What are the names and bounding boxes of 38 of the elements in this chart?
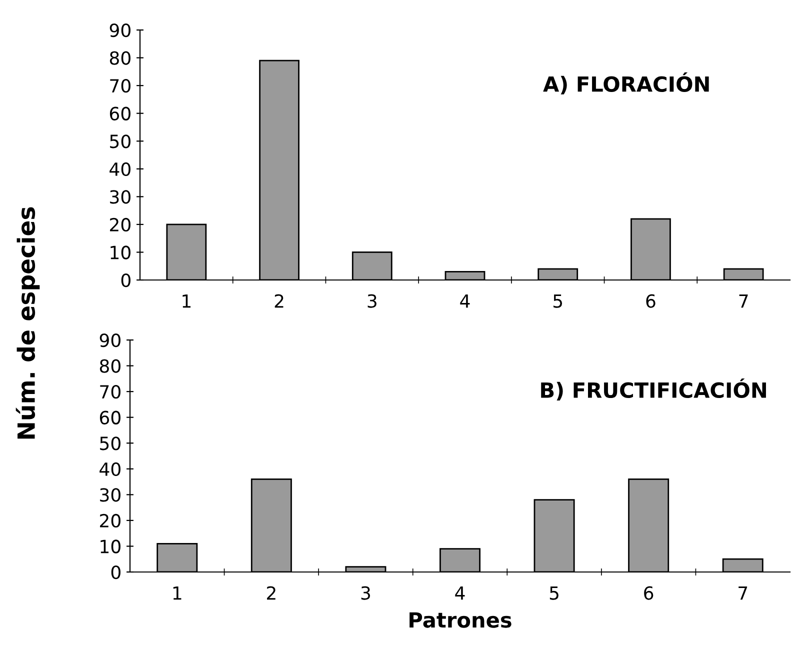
y-tick-label: 20	[100, 514, 120, 528]
x-tick-label: 7	[739, 294, 748, 308]
y-tick-label: 0	[111, 565, 120, 580]
y-tick-label: 80	[110, 51, 130, 65]
y-tick-label: 20	[110, 218, 130, 232]
x-tick-label: 4	[460, 294, 470, 308]
x-tick-label: 1	[182, 294, 191, 308]
x-tick-label: 6	[646, 294, 656, 308]
y-tick-label: 30	[110, 190, 130, 204]
y-tick-label: 90	[100, 333, 120, 348]
y-tick-label: 40	[110, 162, 130, 176]
y-tick-label: 50	[110, 134, 130, 148]
x-tick-label: 2	[267, 586, 276, 600]
x-tick-label: 3	[368, 294, 376, 308]
x-tick-label: 2	[274, 294, 284, 308]
text: A) FLORACIÓN	[543, 72, 709, 94]
x-tick-label: 5	[550, 586, 558, 600]
text: B) FRUCTIFICACIÓN	[541, 378, 766, 400]
y-tick-label: 80	[100, 359, 120, 373]
x-axis-title: Patrones	[410, 612, 512, 628]
x-tick-label: 6	[644, 586, 654, 600]
y-tick-label: 70	[110, 79, 130, 93]
x-tick-label: 4	[455, 586, 465, 600]
y-tick-label: 40	[100, 462, 120, 476]
y-tick-label: 10	[100, 540, 120, 554]
y-tick-label: 70	[100, 385, 120, 399]
x-tick-label: 7	[738, 586, 748, 600]
y-tick-label: 60	[100, 410, 120, 424]
y-tick-label: 30	[100, 488, 120, 502]
y-tick-label: 60	[110, 106, 130, 120]
x-tick-label: 1	[173, 586, 182, 600]
x-tick-label: 5	[554, 294, 562, 308]
y-tick-label: 10	[110, 246, 130, 260]
y-tick-label: 50	[100, 436, 120, 450]
y-tick-label: 90	[110, 23, 130, 38]
y-tick-label: 0	[121, 273, 130, 288]
y-axis-title: Núm. de especies	[16, 207, 40, 439]
x-tick-label: 3	[361, 586, 370, 600]
